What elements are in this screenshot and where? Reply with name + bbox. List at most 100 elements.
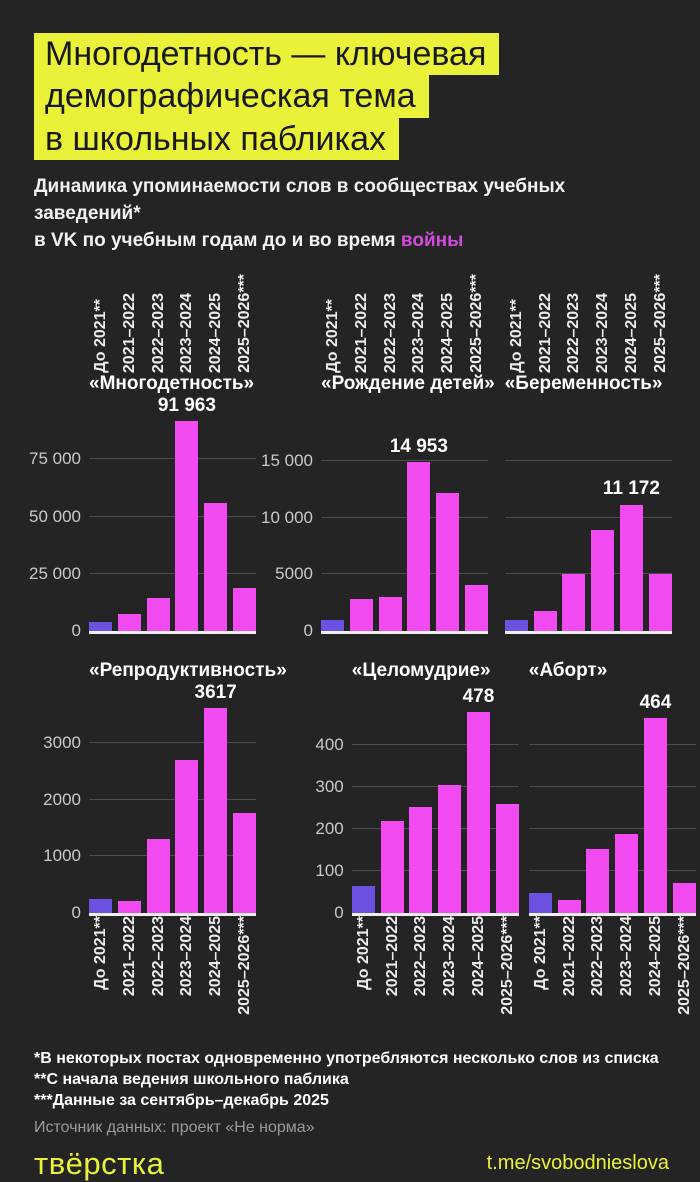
x-axis-label: 2023–2024: [410, 292, 428, 373]
chart-plot: 3617: [89, 683, 256, 916]
bar: [557, 899, 581, 913]
title-line-1: Многодетность — ключевая: [34, 33, 500, 76]
x-axis-label: 2025–2026***: [675, 915, 693, 1015]
chart-subtitle: Динамика упоминаемости слов в сообщества…: [34, 173, 669, 254]
bars-layer: [351, 698, 519, 913]
bar: [407, 461, 431, 631]
y-axis-tick-label: 0: [71, 902, 81, 922]
x-axis-label-slot: 2021–2022: [558, 916, 581, 996]
footnote-1: *В некоторых постах одновременно употреб…: [34, 1049, 659, 1067]
x-axis-label: 2021–2022: [120, 292, 138, 373]
telegram-link[interactable]: t.me/svobodnieslova: [486, 1152, 669, 1175]
gridline: [89, 572, 256, 574]
bar: [533, 610, 557, 631]
gridline: [351, 785, 519, 787]
bar: [495, 803, 519, 913]
x-axis-label-slot: 2024–2025: [436, 293, 459, 373]
x-axis-label: 2021–2022: [120, 915, 138, 996]
y-axis-tick-label: 1000: [43, 846, 81, 866]
x-axis-label: 2023–2024: [178, 292, 196, 373]
footnote-3: ***Данные за сентябрь–декабрь 2025: [34, 1091, 329, 1109]
x-axis-label-slot: До 2021**: [505, 299, 528, 373]
x-axis-label-slot: 2022–2023: [379, 293, 402, 373]
x-axis-label: 2023–2024: [178, 915, 196, 996]
x-axis-label-slot: 2023–2024: [438, 916, 461, 996]
gridline: [351, 827, 519, 829]
y-axis-tick-label: 200: [315, 818, 344, 838]
bars-layer: [504, 416, 672, 631]
y-axis-tick-label: 0: [71, 620, 81, 640]
chart-panel-mnogodetnost: До 2021** 2021–2022 2022–2023 2023–2024 2024…: [29, 259, 256, 640]
x-axis-label: 2025–2026***: [235, 274, 253, 373]
y-axis-tick-label: 400: [315, 734, 344, 754]
chart-title: «Аборт»: [528, 659, 608, 681]
x-axis-label: 2024–2025: [439, 292, 457, 373]
x-axis-label-slot: 2021–2022: [381, 916, 404, 996]
gridline: [504, 516, 672, 518]
y-axis-tick-label: 15 000: [261, 451, 313, 471]
chart-plot: 14 953: [321, 416, 488, 634]
x-axis-label-slot: 2022–2023: [409, 916, 432, 996]
peak-value-label: 14 953: [389, 435, 448, 457]
bar: [146, 597, 170, 631]
y-axis-tick-label: 5000: [275, 564, 313, 584]
x-axis-label-slot: До 2021**: [529, 916, 552, 990]
gridline: [528, 869, 696, 871]
bar: [232, 812, 256, 913]
grid-layer: [528, 698, 696, 913]
x-axis-label-slot: 2025–2026***: [649, 274, 672, 373]
gridline: [89, 855, 256, 857]
chart-panel-beremennost: До 2021** 2021–2022 2022–2023 2023–2024 2024…: [495, 259, 672, 634]
gridline: [89, 798, 256, 800]
x-axis-label-slot: 2025–2026***: [496, 916, 519, 1015]
gridline: [528, 827, 696, 829]
x-axis-label: До 2021**: [324, 299, 341, 373]
gridline: [89, 458, 256, 460]
gridline: [351, 743, 519, 745]
x-axis-label-slot: 2021–2022: [118, 916, 141, 996]
x-axis-label: 2024–2025: [207, 915, 225, 996]
y-axis-tick-label: 3000: [43, 733, 81, 753]
subtitle-highlight-word: войны: [400, 229, 464, 251]
chart-title: «Репродуктивность»: [89, 659, 287, 681]
x-axis-label-slot: 2023–2024: [175, 916, 198, 996]
x-axis-label: До 2021**: [92, 299, 109, 373]
x-axis-label-slot: 2023–2024: [175, 293, 198, 373]
y-axis-tick-label: 100: [315, 860, 344, 880]
x-axis-label: 2023–2024: [618, 915, 636, 996]
x-axis-label-slot: 2023–2024: [591, 293, 614, 373]
y-axis-tick-label: 50 000: [29, 506, 81, 526]
bar: [672, 882, 696, 913]
x-axis-label-slot: 2023–2024: [407, 293, 430, 373]
footer: твёрстка t.me/svobodnieslova: [34, 1146, 669, 1182]
charts-row-1: До 2021** 2021–2022 2022–2023 2023–2024 2024…: [29, 259, 672, 640]
chart-plot: 91 963: [89, 395, 256, 634]
peak-value-label: 464: [639, 692, 672, 714]
bar: [117, 613, 141, 631]
chart-panel-tselomudrie: «Целомудрие» 0 100 200 300 400 478 До 2021**…: [287, 660, 519, 1034]
bars-layer: [321, 416, 488, 631]
footnote-2: **С начала ведения школьного паблика: [34, 1070, 349, 1088]
x-axis-label: До 2021**: [507, 299, 525, 373]
x-axis-label-slot: До 2021**: [352, 916, 375, 990]
chart-title: «Беременность»: [504, 372, 663, 394]
x-axis-label: 2021–2022: [383, 915, 401, 996]
peak-value-label: 478: [462, 686, 495, 708]
x-axis-label: 2022–2023: [149, 915, 167, 996]
bar: [146, 838, 170, 913]
x-axis-label: До 2021**: [92, 915, 109, 990]
title-line-2: демографическая тема: [34, 75, 429, 118]
bars-layer: [89, 698, 256, 913]
bar: [89, 898, 112, 913]
grid-layer: [89, 698, 256, 913]
bar: [615, 833, 639, 913]
x-axis-labels: До 2021** 2021–2022 2022–2023 2023–2024 2024…: [352, 916, 519, 1034]
x-axis-label: 2025–2026***: [467, 274, 485, 373]
gridline: [321, 460, 488, 462]
x-axis-label-slot: 2021–2022: [350, 293, 373, 373]
peak-value-label: 91 963: [157, 394, 216, 416]
y-axis-tick-label: 75 000: [29, 449, 81, 469]
x-axis-label: 2022–2023: [412, 915, 430, 996]
chart-plot: 464: [528, 693, 696, 916]
bar: [619, 504, 643, 631]
